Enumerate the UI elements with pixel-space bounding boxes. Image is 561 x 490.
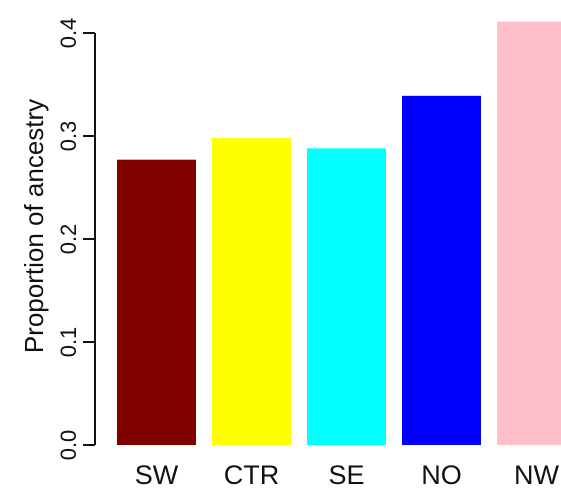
bar-no [402, 95, 481, 445]
y-tick-label: 0.3 [56, 121, 81, 152]
y-axis-label: Proportion of ancestry [19, 99, 49, 353]
x-tick-labels: SW CTR SE NO NW [135, 460, 560, 490]
y-tick-label: 0.0 [56, 430, 81, 461]
y-tick-label: 0.1 [56, 327, 81, 358]
bar-ctr [212, 138, 291, 445]
bar-se [307, 148, 386, 446]
y-tick-label: 0.4 [56, 18, 81, 49]
x-tick-label: SE [328, 460, 364, 490]
x-tick-label: CTR [224, 460, 280, 490]
x-tick-label: SW [135, 460, 179, 490]
bar-nw [497, 21, 561, 445]
x-tick-label: NO [421, 460, 462, 490]
y-tick-label: 0.2 [56, 224, 81, 255]
bars [117, 21, 561, 446]
bar-sw [117, 159, 196, 445]
x-tick-label: NW [514, 460, 559, 490]
y-axis: 0.0 0.1 0.2 0.3 0.4 [56, 18, 96, 461]
